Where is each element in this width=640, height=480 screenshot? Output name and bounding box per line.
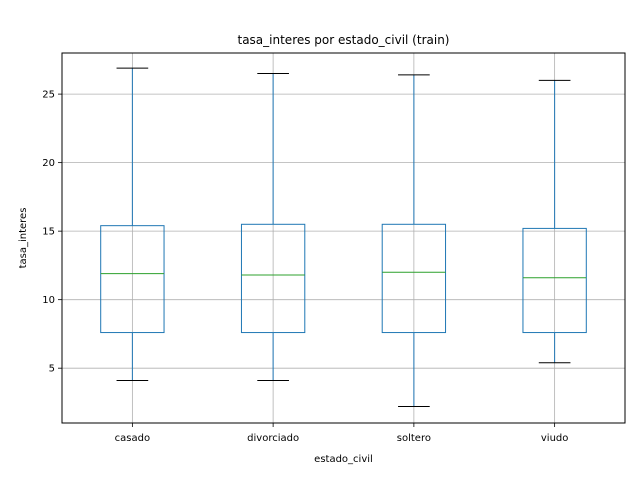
y-tick-label: 10 xyxy=(42,295,55,306)
y-tick-label: 15 xyxy=(42,227,55,238)
iqr-box xyxy=(100,225,165,334)
y-tick-label: 25 xyxy=(42,90,55,101)
iqr-box xyxy=(240,223,306,334)
x-tick-label-soltero: soltero xyxy=(397,433,431,444)
box-layer xyxy=(100,67,587,408)
box-casado xyxy=(100,67,165,382)
iqr-box xyxy=(522,227,587,334)
box-soltero xyxy=(381,74,447,408)
box-divorciado xyxy=(240,73,306,382)
x-tick-label-divorciado: divorciado xyxy=(247,433,299,444)
box-viudo xyxy=(522,79,587,364)
y-tick-label: 20 xyxy=(42,158,55,169)
y-tick-label: 5 xyxy=(49,364,55,375)
y-axis-label: tasa_interes xyxy=(18,208,29,269)
tick-layer: 5 10 15 20 25 casado divorciado soltero viudo xyxy=(42,90,568,444)
x-axis-label: estado_civil xyxy=(314,454,373,465)
grid-layer xyxy=(62,53,625,423)
iqr-box xyxy=(381,223,447,334)
x-tick-label-casado: casado xyxy=(115,433,150,444)
x-tick-label-viudo: viudo xyxy=(541,433,569,444)
chart-title: tasa_interes por estado_civil (train) xyxy=(238,33,450,47)
plot-frame xyxy=(61,52,626,424)
